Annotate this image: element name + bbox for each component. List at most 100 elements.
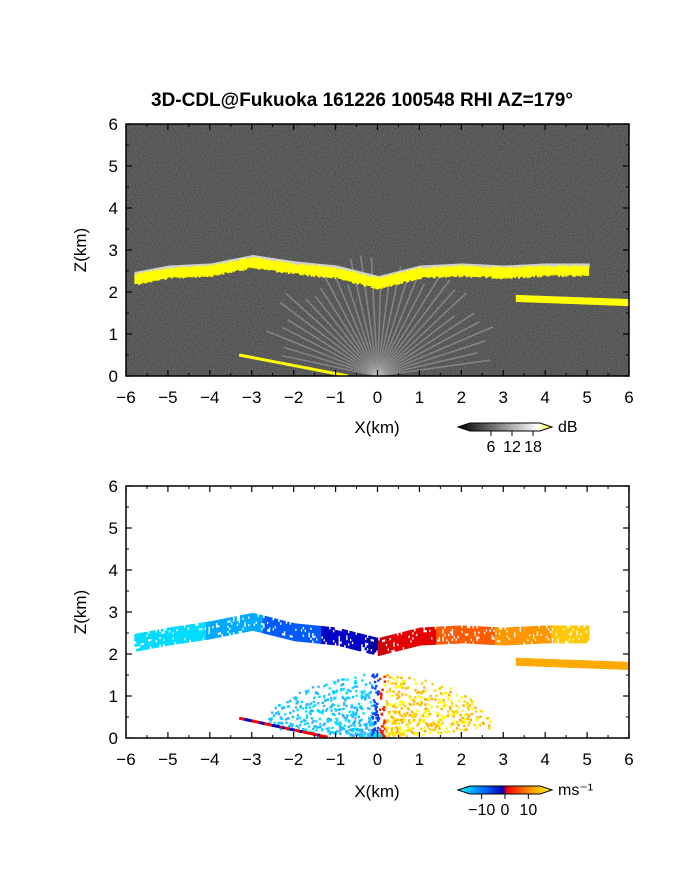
velocity-cell bbox=[524, 634, 528, 637]
second-layer-cell bbox=[572, 659, 576, 663]
velocity-cell bbox=[258, 617, 262, 620]
cloud-cell bbox=[301, 264, 304, 276]
velocity-cell bbox=[312, 700, 316, 703]
velocity-cell bbox=[417, 630, 420, 634]
velocity-cell bbox=[502, 637, 505, 641]
velocity-cell bbox=[206, 621, 209, 625]
velocity-cell bbox=[204, 632, 207, 635]
velocity-cell bbox=[316, 692, 320, 696]
velocity-cell bbox=[547, 635, 550, 639]
velocity-cell bbox=[458, 633, 462, 636]
velocity-cell bbox=[283, 635, 286, 639]
velocity-cell bbox=[179, 628, 183, 632]
velocity-cell bbox=[251, 623, 254, 626]
second-layer-cell bbox=[515, 657, 519, 661]
velocity-cell bbox=[177, 636, 181, 639]
velocity-cell bbox=[435, 694, 438, 698]
second-layer-cell bbox=[520, 660, 524, 664]
velocity-cell bbox=[379, 645, 382, 648]
velocity-cell bbox=[296, 717, 299, 720]
second-layer-cell bbox=[562, 296, 565, 304]
near-range-ray bbox=[285, 292, 379, 376]
velocity-cell bbox=[326, 634, 330, 638]
velocity-cell bbox=[330, 627, 333, 630]
cloud-cell bbox=[398, 272, 401, 285]
second-layer-cell bbox=[539, 663, 542, 667]
velocity-cell bbox=[375, 691, 378, 694]
cloud-edge-cell bbox=[369, 273, 372, 278]
velocity-cell bbox=[414, 696, 417, 699]
velocity-cell bbox=[356, 642, 360, 646]
velocity-cell bbox=[434, 631, 437, 635]
velocity-cell bbox=[360, 733, 363, 736]
velocity-cell bbox=[521, 629, 524, 632]
velocity-cell bbox=[372, 649, 375, 653]
second-layer-cell bbox=[542, 295, 545, 303]
velocity-cell bbox=[323, 633, 326, 637]
velocity-cell bbox=[236, 631, 239, 634]
velocity-cell bbox=[332, 632, 335, 636]
velocity-cell bbox=[419, 632, 422, 636]
velocity-cell bbox=[354, 676, 357, 679]
velocity-cell bbox=[394, 638, 398, 642]
velocity-cell bbox=[570, 625, 573, 629]
second-layer-cell bbox=[524, 295, 527, 303]
velocity-cell bbox=[583, 635, 586, 639]
second-layer-cell bbox=[554, 296, 557, 304]
velocity-cell bbox=[349, 636, 352, 639]
velocity-cell bbox=[519, 641, 522, 645]
velocity-cell bbox=[232, 624, 235, 628]
second-layer-cell bbox=[603, 666, 606, 670]
velocity-cell bbox=[170, 632, 173, 636]
velocity-cell bbox=[315, 720, 318, 723]
velocity-cell bbox=[549, 625, 552, 629]
velocity-cell bbox=[404, 636, 407, 640]
cloud-cell bbox=[136, 273, 139, 284]
velocity-cell bbox=[573, 640, 577, 644]
velocity-cell bbox=[368, 645, 371, 649]
velocity-cell bbox=[234, 621, 237, 625]
velocity-cell bbox=[453, 640, 456, 644]
velocity-cell bbox=[262, 628, 266, 631]
cloud-cell bbox=[277, 260, 280, 273]
velocity-cell bbox=[209, 636, 213, 640]
velocity-cell bbox=[209, 626, 213, 630]
velocity-cell bbox=[151, 635, 154, 639]
velocity-cell bbox=[483, 626, 486, 630]
velocity-cell bbox=[253, 613, 256, 617]
velocity-cell bbox=[170, 627, 173, 630]
velocity-cell bbox=[539, 625, 543, 629]
ground-echo-cell bbox=[254, 720, 258, 724]
second-layer-cell bbox=[525, 660, 529, 664]
velocity-cell bbox=[204, 634, 207, 638]
velocity-cell bbox=[302, 624, 305, 628]
velocity-cell bbox=[256, 616, 260, 620]
velocity-cell bbox=[466, 630, 469, 634]
velocity-cell bbox=[419, 718, 422, 721]
velocity-cell bbox=[329, 718, 332, 721]
cloud-edge-cell bbox=[325, 264, 328, 269]
velocity-cell bbox=[223, 631, 226, 634]
velocity-cell bbox=[388, 732, 391, 736]
cloud-edge-cell bbox=[549, 263, 552, 268]
second-layer-cell bbox=[523, 295, 526, 303]
velocity-cell bbox=[560, 627, 564, 631]
velocity-cell bbox=[149, 641, 152, 644]
second-layer-cell bbox=[569, 296, 572, 304]
second-layer-cell bbox=[623, 661, 626, 665]
velocity-cell bbox=[301, 728, 305, 731]
velocity-cell bbox=[305, 716, 309, 719]
velocity-cell bbox=[413, 641, 416, 645]
cloud-cell bbox=[306, 264, 309, 277]
velocity-cell bbox=[410, 731, 414, 734]
second-layer-cell bbox=[618, 298, 621, 306]
cloud-cell bbox=[324, 267, 327, 277]
velocity-cell bbox=[396, 640, 399, 644]
velocity-cell bbox=[273, 633, 277, 637]
velocity-cell bbox=[389, 647, 392, 651]
velocity-cell bbox=[419, 627, 422, 631]
cloud-cell bbox=[163, 269, 166, 279]
velocity-cell bbox=[213, 633, 217, 636]
velocity-cell bbox=[230, 619, 233, 623]
